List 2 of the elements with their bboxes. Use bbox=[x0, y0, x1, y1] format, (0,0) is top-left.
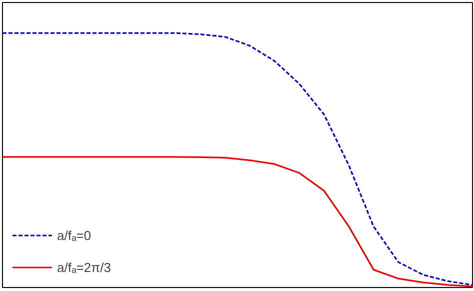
legend-label: a/fₐ=2π/3 bbox=[57, 260, 111, 274]
legend-label: a/fₐ=0 bbox=[57, 228, 92, 242]
